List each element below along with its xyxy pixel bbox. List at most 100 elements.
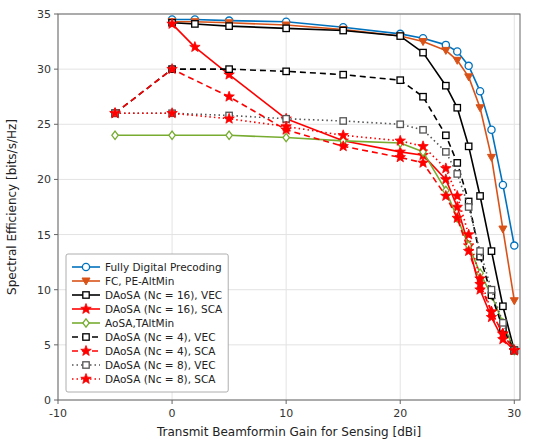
point xyxy=(397,121,403,127)
point xyxy=(110,108,120,118)
x-tick xyxy=(514,400,515,404)
point xyxy=(452,190,462,200)
point xyxy=(511,242,518,249)
point xyxy=(500,320,506,326)
point xyxy=(476,105,484,112)
x-tick-label: 20 xyxy=(393,407,407,420)
point xyxy=(509,345,519,355)
x-tick xyxy=(58,400,59,404)
legend-item: DAoSA (Nc = 8), VEC xyxy=(72,359,216,371)
legend-label: DAoSA (Nc = 8), VEC xyxy=(105,359,216,371)
point xyxy=(395,135,405,145)
point xyxy=(190,42,200,52)
x-tick-label: -10 xyxy=(49,407,67,420)
x-grid-line xyxy=(400,14,401,400)
x-tick xyxy=(400,400,401,404)
legend-box xyxy=(66,254,228,392)
legend-marker xyxy=(81,304,91,314)
grid xyxy=(58,14,520,400)
plot-frame xyxy=(58,14,520,400)
series xyxy=(168,16,517,249)
background xyxy=(0,0,534,446)
point xyxy=(441,190,451,200)
y-tick xyxy=(54,234,58,235)
point xyxy=(486,306,496,316)
y-grid-line xyxy=(58,179,520,180)
x-axis-label: Transmit Beamformin Gain for Sensing [dB… xyxy=(156,425,421,439)
x-tick xyxy=(172,400,173,404)
legend-marker xyxy=(82,278,90,285)
point xyxy=(283,68,289,74)
legend-label: Fully Digital Precoding xyxy=(105,261,222,273)
y-tick-label: 15 xyxy=(37,229,51,242)
point xyxy=(477,193,483,199)
point xyxy=(499,226,507,233)
point xyxy=(500,319,506,327)
y-tick xyxy=(54,124,58,125)
x-tick xyxy=(286,400,287,404)
point xyxy=(340,118,346,124)
legend-label: DAoSA (Nc = 16), SCA xyxy=(105,303,223,315)
point xyxy=(110,108,120,118)
point xyxy=(396,33,404,40)
legend-item: DAoSA (Nc = 4), SCA xyxy=(72,345,216,357)
y-tick-label: 20 xyxy=(37,173,51,186)
point xyxy=(463,229,473,239)
point xyxy=(112,131,118,139)
legend: Fully Digital Precoding FC, PE-AltMin DAoS… xyxy=(66,254,228,392)
point xyxy=(465,62,472,69)
legend-item: DAoSA (Nc = 16), VEC xyxy=(72,289,222,301)
legend-item: FC, PE-AltMin xyxy=(72,275,174,287)
series-line xyxy=(172,20,514,246)
point xyxy=(454,48,461,55)
point xyxy=(465,204,471,210)
point xyxy=(499,181,506,188)
point xyxy=(441,174,451,184)
y-tick-label: 30 xyxy=(37,63,51,76)
x-tick-label: 10 xyxy=(279,407,293,420)
point xyxy=(443,82,449,88)
point xyxy=(454,171,460,177)
point xyxy=(420,127,426,133)
point xyxy=(338,141,348,151)
point xyxy=(397,77,403,83)
legend-marker xyxy=(83,362,89,368)
point xyxy=(226,23,232,29)
legend-item: Fully Digital Precoding xyxy=(72,261,222,273)
point xyxy=(487,154,495,161)
y-tick-label: 10 xyxy=(37,284,51,297)
legend-marker xyxy=(83,334,89,340)
point xyxy=(283,25,289,31)
point xyxy=(281,121,291,131)
point xyxy=(338,130,348,140)
point xyxy=(498,328,508,338)
legend-item: DAoSA (Nc = 16), SCA xyxy=(72,303,223,315)
y-tick xyxy=(54,289,58,290)
point xyxy=(167,18,177,28)
y-tick-label: 25 xyxy=(37,118,51,131)
point xyxy=(169,131,175,139)
y-tick xyxy=(54,179,58,180)
point xyxy=(452,213,462,223)
x-grid-line xyxy=(514,14,515,400)
point xyxy=(443,149,449,155)
point xyxy=(395,152,405,162)
point xyxy=(442,47,450,54)
y-tick xyxy=(54,69,58,70)
point xyxy=(498,328,508,338)
x-tick-label: 30 xyxy=(507,407,521,420)
point xyxy=(488,287,494,293)
point xyxy=(500,303,506,309)
legend-label: AoSA,TAltMin xyxy=(105,317,174,329)
point xyxy=(475,273,485,283)
point xyxy=(465,74,473,81)
legend-marker xyxy=(82,263,89,270)
legend-label: DAoSA (Nc = 8), SCA xyxy=(105,373,216,385)
legend-label: DAoSA (Nc = 16), VEC xyxy=(105,289,222,301)
legend-label: FC, PE-AltMin xyxy=(105,275,174,287)
point xyxy=(226,66,232,72)
point xyxy=(488,248,494,254)
point xyxy=(454,105,460,111)
point xyxy=(420,94,426,100)
point xyxy=(420,49,426,55)
